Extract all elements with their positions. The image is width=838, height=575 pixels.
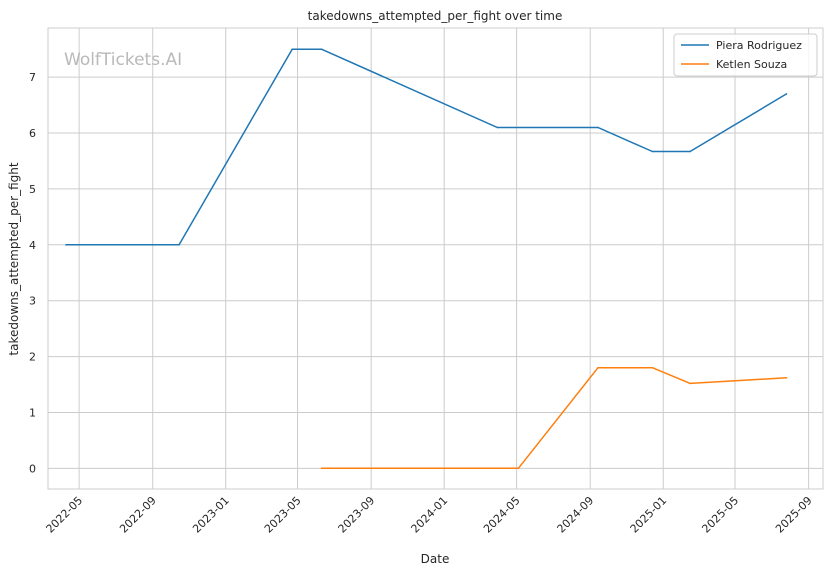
x-axis-label: Date bbox=[421, 552, 450, 566]
gridlines bbox=[48, 28, 823, 489]
x-tick-label: 2024-01 bbox=[409, 494, 451, 536]
data-point bbox=[291, 48, 293, 51]
x-tick-label: 2025-01 bbox=[628, 494, 670, 536]
data-point bbox=[320, 48, 323, 51]
y-tick-label: 5 bbox=[29, 183, 36, 196]
series-layer bbox=[65, 48, 788, 470]
data-point bbox=[689, 150, 691, 153]
chart-title: takedowns_attempted_per_fight over time bbox=[308, 9, 563, 23]
data-point bbox=[785, 93, 788, 95]
y-tick-label: 6 bbox=[29, 127, 36, 140]
y-tick-label: 4 bbox=[29, 239, 36, 252]
data-point bbox=[785, 377, 788, 379]
y-tick-label: 3 bbox=[29, 295, 36, 308]
data-point bbox=[597, 126, 599, 129]
legend-box bbox=[673, 33, 818, 77]
plot-area bbox=[47, 27, 824, 490]
data-point bbox=[689, 382, 691, 385]
x-tick-label: 2023-09 bbox=[336, 494, 378, 536]
x-tick-label: 2023-05 bbox=[262, 494, 304, 536]
x-tick-label: 2024-05 bbox=[481, 494, 523, 536]
data-point bbox=[597, 366, 599, 369]
x-tick-label: 2023-01 bbox=[190, 494, 232, 536]
x-tick-label: 2025-09 bbox=[773, 494, 815, 536]
data-point bbox=[651, 150, 654, 153]
series-line-2 bbox=[321, 366, 787, 470]
data-point bbox=[496, 126, 499, 129]
x-tick-label: 2022-09 bbox=[117, 494, 159, 536]
data-point bbox=[517, 467, 520, 470]
y-tick-label: 2 bbox=[29, 351, 36, 364]
x-tick-label: 2024-09 bbox=[555, 494, 597, 536]
y-tick-label: 7 bbox=[29, 71, 36, 84]
watermark-text: WolfTickets.AI bbox=[64, 50, 182, 70]
data-point bbox=[320, 467, 323, 470]
x-tick-label: 2022-05 bbox=[44, 494, 86, 536]
legend-label: Ketlen Souza bbox=[716, 58, 787, 71]
y-tick-label: 0 bbox=[29, 462, 36, 475]
data-point bbox=[178, 244, 180, 246]
x-tick-label: 2025-05 bbox=[699, 494, 741, 536]
data-point bbox=[65, 244, 67, 246]
data-point bbox=[651, 366, 654, 369]
y-axis-label: takedowns_attempted_per_fight bbox=[7, 162, 21, 355]
y-tick-label: 1 bbox=[29, 406, 36, 419]
legend: Piera Rodriguez Ketlen Souza bbox=[673, 33, 818, 77]
legend-label: Piera Rodriguez bbox=[716, 39, 802, 52]
